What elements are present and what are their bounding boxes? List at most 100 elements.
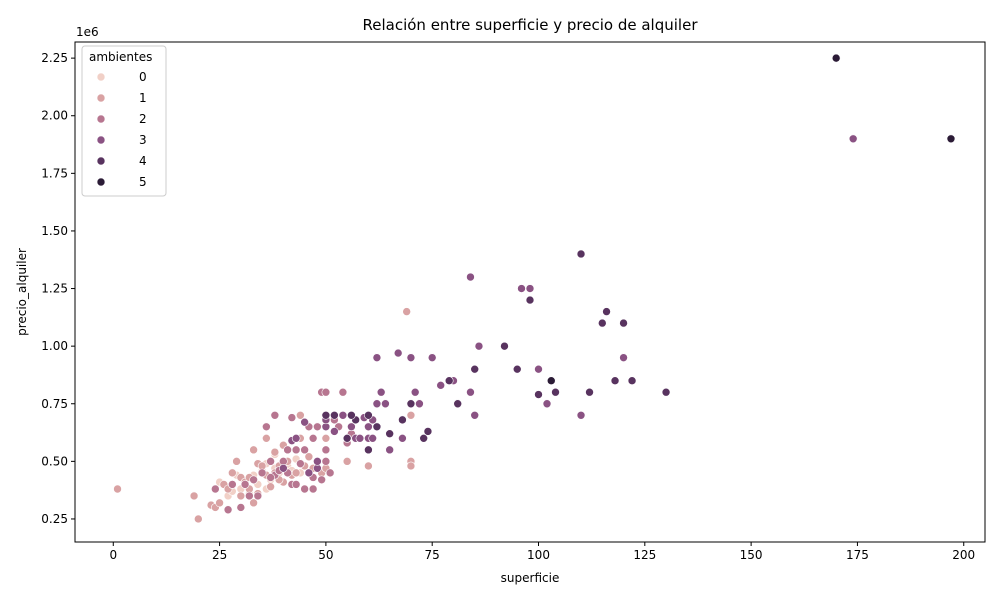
scatter-point-4-20 (585, 387, 594, 397)
scatter-point-1-5 (215, 498, 224, 508)
x-tick-label: 0 (109, 548, 117, 562)
scatter-point-2-40 (266, 473, 275, 482)
scatter-point-5-2 (946, 134, 956, 144)
scatter-point-3-9 (330, 427, 339, 436)
scatter-point-2-0 (211, 484, 220, 494)
x-axis-ticks: 0 25 50 75 100 125 150 175 200 (109, 542, 975, 562)
scatter-point-4-24 (619, 318, 628, 328)
scatter-point-2-25 (313, 422, 322, 432)
scatter-point-2-4 (240, 480, 250, 489)
scatter-point-1-2 (194, 514, 203, 524)
scatter-point-3-24 (398, 434, 407, 443)
scatter-point-2-19 (296, 459, 305, 468)
scatter-point-2-11 (270, 410, 280, 420)
x-tick-label: 200 (952, 548, 975, 562)
x-axis-label: superficie (501, 571, 560, 585)
scatter-point-4-17 (534, 390, 543, 399)
scatter-point-3-38 (542, 399, 552, 409)
scatter-point-4-5 (372, 422, 382, 432)
scatter-point-4-8 (406, 399, 416, 409)
legend-label-2: 2 (139, 112, 147, 126)
scatter-point-3-41 (848, 134, 858, 144)
legend-marker-4 (96, 156, 106, 166)
scatter-point-3-34 (474, 341, 484, 351)
scatter-point-4-9 (419, 434, 428, 443)
scatter-point-2-21 (300, 484, 309, 494)
scatter-point-3-33 (470, 410, 480, 420)
legend-marker-0 (96, 72, 106, 82)
scatter-point-5-0 (546, 376, 556, 386)
y-tick-label: 0.75 (41, 397, 68, 411)
scatter-point-3-0 (279, 463, 288, 473)
scatter-point-4-21 (597, 318, 607, 328)
scatter-point-3-28 (427, 353, 437, 362)
y-tick-label: 1.00 (41, 339, 68, 353)
y-tick-label: 0.50 (41, 454, 68, 468)
x-tick-label: 125 (633, 548, 656, 562)
y-tick-label: 0.25 (41, 512, 68, 526)
scatter-point-2-3 (236, 503, 246, 512)
scatter-point-1-20 (266, 482, 275, 492)
scatter-point-2-37 (308, 484, 318, 494)
scatter-point-2-5 (245, 491, 254, 501)
scatter-point-2-20 (300, 445, 309, 455)
scatter-point-2-17 (287, 413, 297, 422)
scatter-point-1-43 (406, 461, 416, 471)
scatter-point-4-15 (512, 364, 522, 374)
scatter-point-3-12 (347, 422, 356, 432)
points-layer (113, 53, 956, 524)
scatter-point-3-37 (534, 364, 543, 374)
scatter-point-3-35 (517, 284, 526, 293)
legend-entries: 0 1 2 3 4 5 (96, 70, 147, 189)
scatter-point-3-25 (406, 353, 416, 362)
scatter-point-1-21 (270, 447, 280, 457)
scatter-point-2-23 (308, 434, 318, 443)
scatter-point-3-20 (372, 399, 382, 409)
scatter-point-1-32 (304, 452, 314, 462)
scatter-point-4-11 (444, 376, 454, 386)
scatter-point-4-18 (551, 387, 560, 397)
scatter-point-4-12 (453, 399, 463, 409)
x-tick-label: 150 (740, 548, 763, 562)
scatter-point-3-27 (415, 399, 424, 409)
scatter-point-5-1 (831, 53, 841, 63)
legend-label-3: 3 (139, 133, 147, 147)
scatter-point-2-30 (321, 387, 331, 397)
scatter-point-1-41 (406, 410, 416, 420)
y-tick-label: 2.00 (41, 109, 68, 123)
scatter-point-2-34 (338, 387, 348, 397)
x-tick-label: 75 (425, 548, 440, 562)
x-tick-label: 25 (212, 548, 227, 562)
scatter-point-4-6 (385, 429, 394, 439)
legend-label-4: 4 (139, 154, 147, 168)
scatter-point-2-6 (249, 475, 258, 485)
y-axis-label: precio_alquiler (15, 248, 29, 336)
chart-title: Relación entre superficie y precio de al… (363, 16, 699, 34)
y-axis-offset-label: 1e6 (76, 25, 99, 39)
scatter-point-4-19 (576, 249, 586, 259)
legend-marker-1 (96, 93, 106, 103)
legend-marker-5 (96, 177, 106, 187)
scatter-point-2-29 (321, 457, 331, 466)
scatter-point-1-30 (296, 410, 305, 420)
scatter-point-3-39 (576, 410, 586, 420)
y-tick-label: 2.25 (41, 51, 68, 65)
legend-label-1: 1 (139, 91, 147, 105)
scatter-point-2-7 (253, 491, 263, 501)
x-tick-label: 100 (527, 548, 550, 562)
legend-label-0: 0 (139, 70, 147, 84)
scatter-point-2-38 (291, 480, 301, 489)
scatter-point-4-0 (321, 410, 331, 420)
scatter-point-2-9 (262, 422, 271, 432)
scatter-point-3-43 (381, 399, 390, 409)
y-axis-ticks: 0.25 0.50 0.75 1.00 1.25 1.50 1.75 2.00 2.25 (41, 51, 75, 526)
scatter-point-3-21 (376, 387, 386, 397)
scatter-point-2-1 (223, 505, 233, 515)
scatter-point-3-23 (393, 348, 403, 358)
scatter-point-4-16 (525, 295, 535, 305)
x-tick-label: 50 (318, 548, 333, 562)
scatter-point-4-1 (330, 410, 339, 420)
scatter-point-2-2 (228, 480, 237, 489)
scatter-point-2-28 (321, 445, 331, 455)
